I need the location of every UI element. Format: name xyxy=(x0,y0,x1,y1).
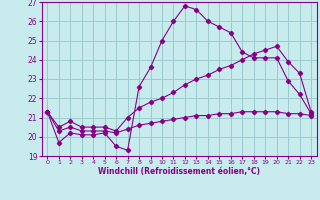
X-axis label: Windchill (Refroidissement éolien,°C): Windchill (Refroidissement éolien,°C) xyxy=(98,167,260,176)
